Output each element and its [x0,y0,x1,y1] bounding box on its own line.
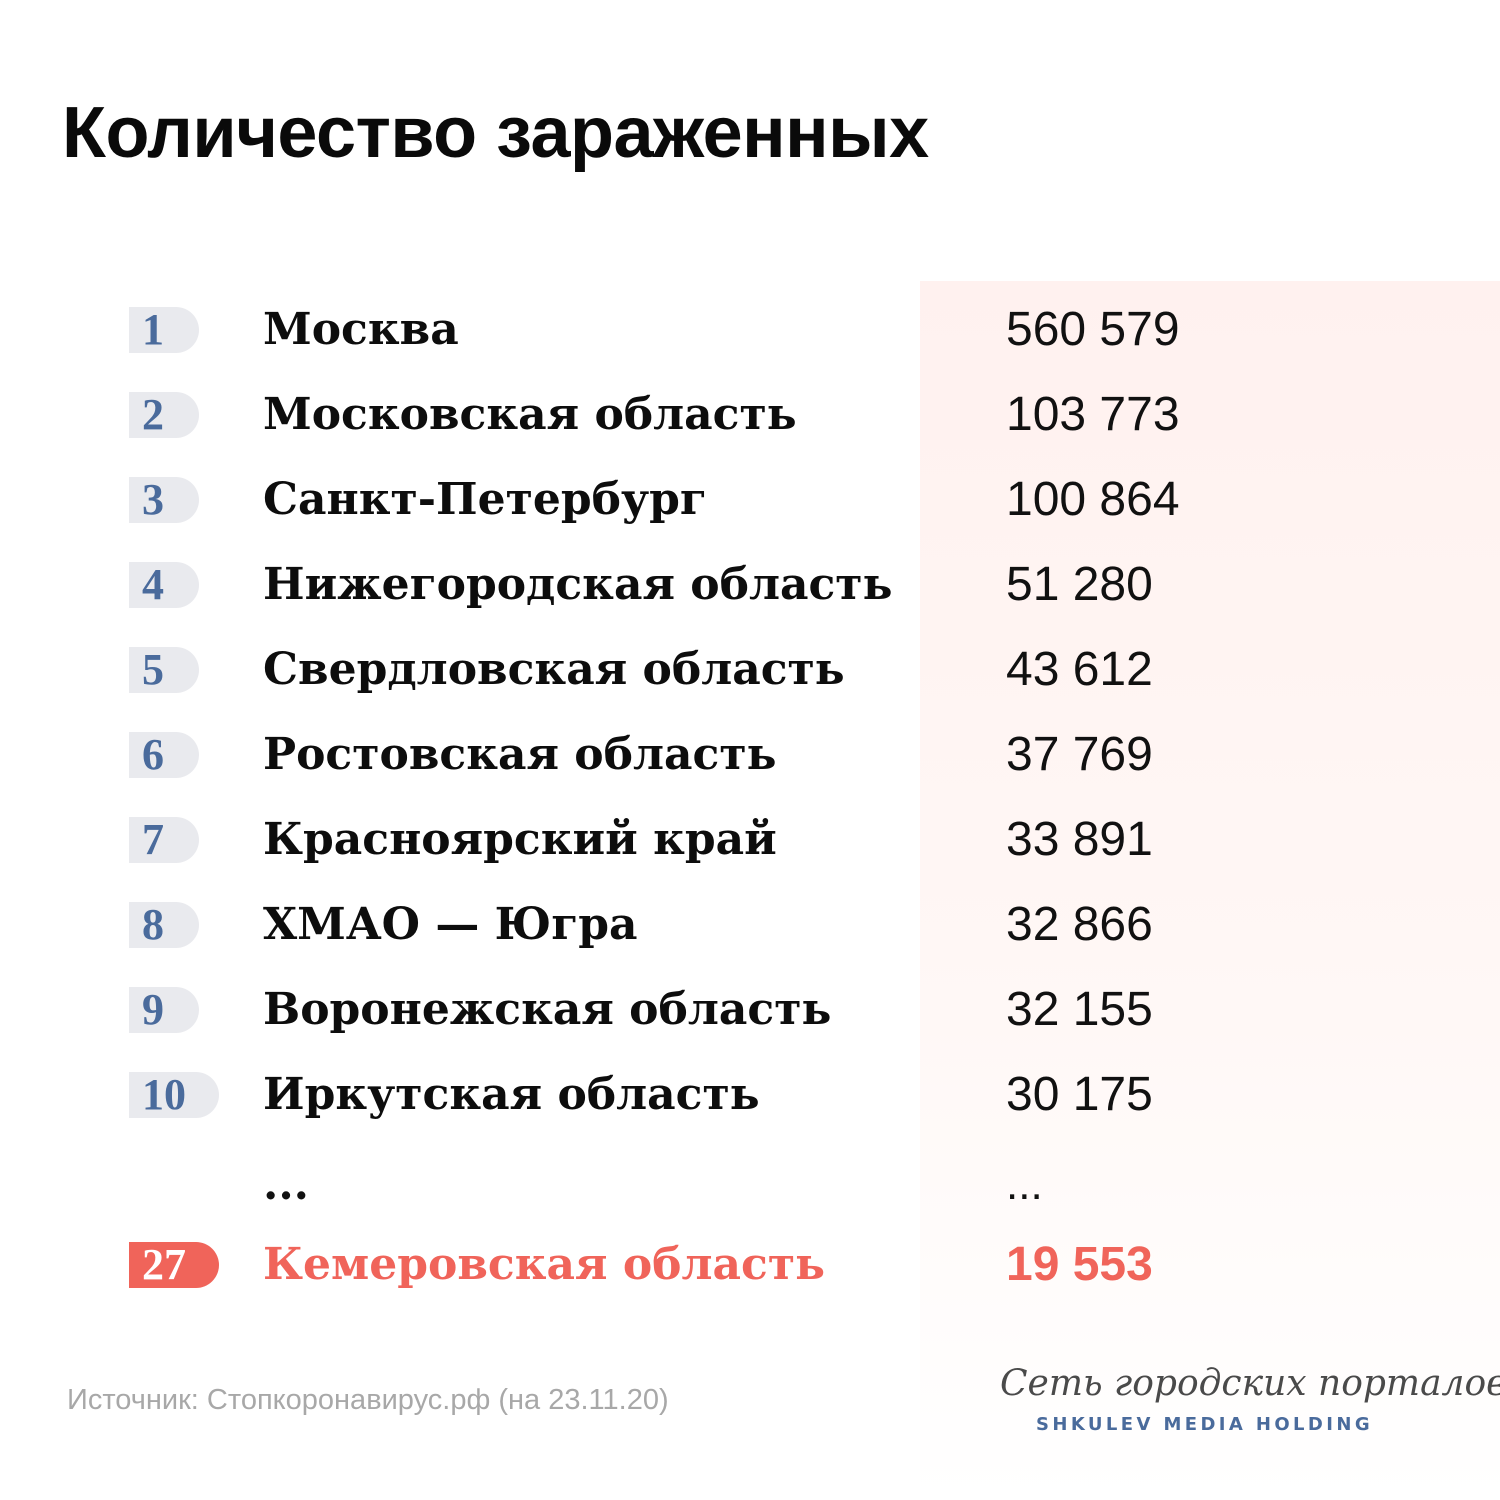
rank-badge: 3 [129,477,199,523]
case-count: 43 612 [1006,643,1153,696]
chart-title: Количество зараженных [62,93,929,173]
case-count: 560 579 [1006,303,1180,356]
table-row: 2 Московская область 103 773 [0,385,1500,445]
ellipsis-region: ... [263,1159,309,1210]
case-count: 32 155 [1006,983,1153,1036]
rank-badge: 6 [129,732,199,778]
case-count: 51 280 [1006,558,1153,611]
region-name: Москва [263,304,459,355]
rank-number: 27 [142,1240,186,1289]
table-row: 9 Воронежская область 32 155 [0,980,1500,1040]
value-column-background [920,281,1500,1500]
case-count: 37 769 [1006,728,1153,781]
table-row: 1 Москва 560 579 [0,300,1500,360]
rank-badge: 5 [129,647,199,693]
case-count: 30 175 [1006,1068,1153,1121]
rank-badge: 1 [129,307,199,353]
region-name: Кемеровская область [263,1239,825,1290]
case-count: 32 866 [1006,898,1153,951]
rank-number: 3 [142,475,164,524]
region-name: Иркутская область [263,1069,760,1120]
region-name: Красноярский край [263,814,777,865]
rank-number: 10 [142,1070,186,1119]
rank-badge: 8 [129,902,199,948]
brand-script-wordmark: Сеть городских порталов [1000,1363,1500,1404]
region-name: Московская область [263,389,797,440]
rank-number: 6 [142,730,164,779]
case-count: 19 553 [1006,1238,1153,1291]
case-count: 103 773 [1006,388,1180,441]
table-row: 6 Ростовская область 37 769 [0,725,1500,785]
region-name: Ростовская область [263,729,777,780]
case-count: 33 891 [1006,813,1153,866]
region-name: ХМАО — Югра [263,899,638,950]
table-row: 5 Свердловская область 43 612 [0,640,1500,700]
ellipsis-value: ... [1006,1160,1043,1209]
rank-badge: 7 [129,817,199,863]
rank-badge: 27 [129,1242,219,1288]
rank-badge: 4 [129,562,199,608]
brand-logo: Сеть городских порталов SHKULEV MEDIA HO… [960,1358,1500,1448]
rank-number: 9 [142,985,164,1034]
rank-number: 8 [142,900,164,949]
rank-badge: 10 [129,1072,219,1118]
brand-caps-wordmark: SHKULEV MEDIA HOLDING [1036,1414,1373,1435]
table-row: 4 Нижегородская область 51 280 [0,555,1500,615]
region-name: Свердловская область [263,644,845,695]
table-row-highlight: 27 Кемеровская область 19 553 [0,1235,1500,1295]
region-name: Воронежская область [263,984,832,1035]
rank-badge: 2 [129,392,199,438]
case-count: 100 864 [1006,473,1180,526]
region-name: Санкт-Петербург [263,474,707,525]
rank-number: 2 [142,390,164,439]
table-row: 8 ХМАО — Югра 32 866 [0,895,1500,955]
table-row: 7 Красноярский край 33 891 [0,810,1500,870]
rank-number: 1 [142,305,164,354]
table-row: 3 Санкт-Петербург 100 864 [0,470,1500,530]
rank-number: 7 [142,815,164,864]
rank-badge: 9 [129,987,199,1033]
source-note: Источник: Стопкоронавирус.рф (на 23.11.2… [67,1384,669,1416]
region-name: Нижегородская область [263,559,893,610]
table-row: 10 Иркутская область 30 175 [0,1065,1500,1125]
rank-number: 5 [142,645,164,694]
rank-number: 4 [142,560,164,609]
